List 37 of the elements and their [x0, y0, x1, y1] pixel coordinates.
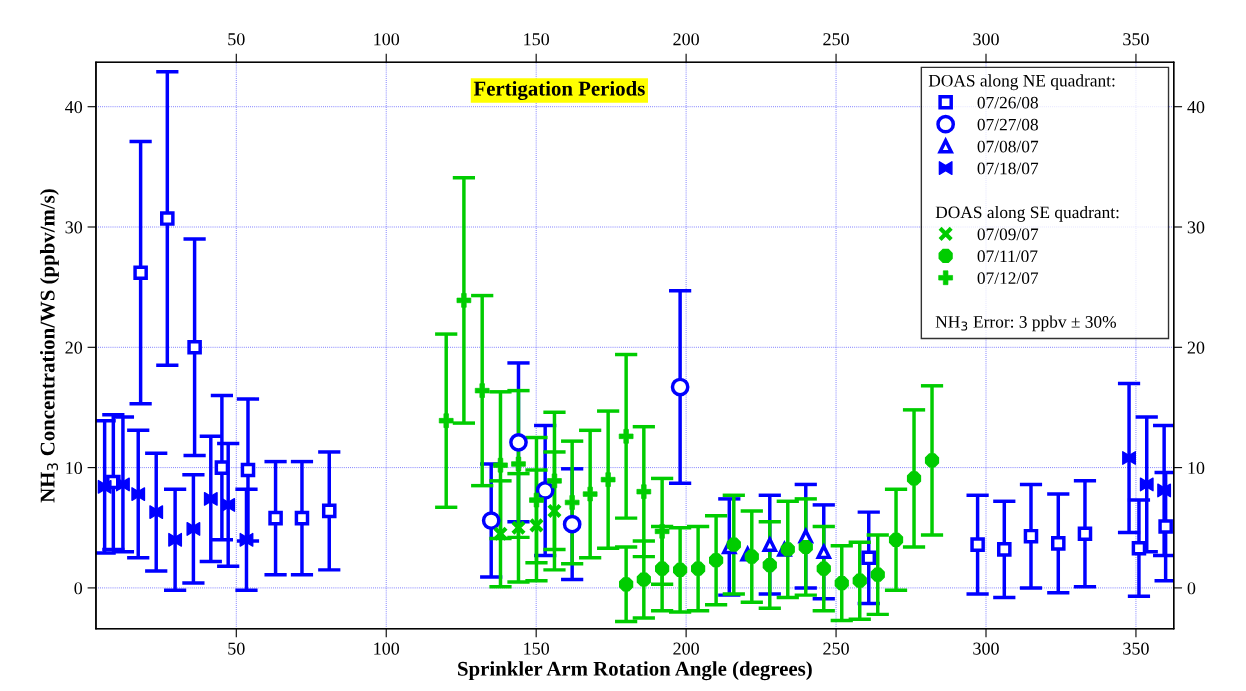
y2-tick-label: 10: [1188, 461, 1205, 475]
y-tick-label: 20: [65, 341, 83, 354]
legend-label: 07/26/08: [977, 96, 1038, 109]
legend-label: 07/12/07: [977, 272, 1039, 284]
x2-tick-label: 100: [374, 642, 400, 655]
x-axis-title: Sprinkler Arm Rotation Angle (degrees): [458, 661, 812, 681]
x2-tick-label: 200: [673, 642, 699, 655]
text: Fertigation Periods: [473, 80, 645, 101]
x-tick-label: 150: [524, 33, 550, 46]
legend-label: 07/09/07: [977, 228, 1039, 241]
x-tick-label: 200: [673, 33, 699, 46]
x-tick-label: 100: [374, 33, 400, 46]
x2-tick-label: 250: [823, 642, 849, 655]
annotation: NH$_{3}$ Error: 3 ppbv ± 30%: [935, 315, 1116, 332]
x2-tick-label: 300: [973, 642, 999, 655]
y2-tick-label: 40: [1187, 100, 1205, 114]
legend-label: 07/27/08: [977, 118, 1038, 131]
legend-label: 07/08/07: [977, 140, 1039, 153]
y-tick-label: 10: [66, 461, 83, 475]
x2-tick-label: 50: [228, 642, 245, 655]
y-tick-label: 40: [65, 100, 83, 114]
annotation: DOAS along SE quadrant:: [935, 205, 1119, 222]
y2-tick-label: 30: [1187, 221, 1205, 234]
y-axis-title: NH$_{3}$ Concentration/WS (ppbv/m/s): [39, 189, 59, 503]
x-tick-label: 50: [228, 33, 245, 46]
y-tick-label: 0: [74, 582, 83, 595]
y2-tick-label: 20: [1187, 341, 1205, 354]
legend-label: 07/18/07: [977, 162, 1039, 175]
x-tick-label: 300: [973, 33, 999, 46]
x-tick-label: 350: [1123, 33, 1149, 46]
y2-tick-label: 0: [1187, 582, 1196, 595]
y-tick-label: 30: [65, 221, 83, 234]
legend-title: DOAS along NE quadrant:: [928, 74, 1115, 91]
x2-tick-label: 150: [524, 642, 550, 655]
x-tick-label: 250: [823, 33, 849, 46]
x2-tick-label: 350: [1123, 642, 1149, 655]
legend-label: 07/11/07: [977, 250, 1038, 263]
